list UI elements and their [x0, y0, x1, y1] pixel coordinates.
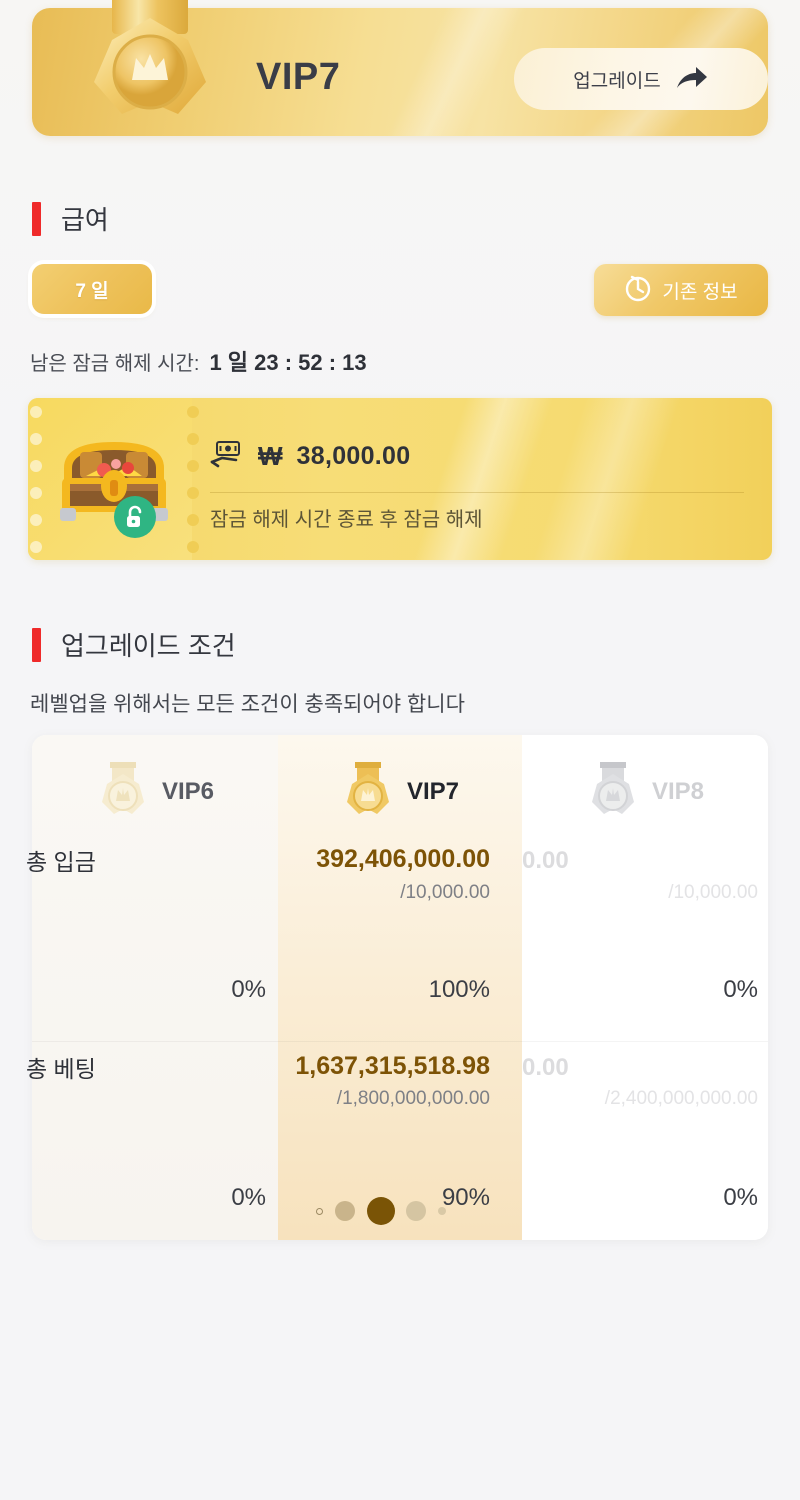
vip-header-banner: VIP7 업그레이드: [32, 0, 768, 136]
medal-silver-icon: [586, 760, 640, 825]
column-label-vip8: VIP8: [651, 778, 705, 805]
cell-percent-vip8-deposit: 0%: [723, 976, 758, 1003]
column-header-vip8: VIP8: [522, 757, 768, 827]
row-label-total-bet: 총 베팅: [26, 1056, 96, 1082]
gold-medal-icon: [60, 0, 240, 146]
unlock-countdown: 남은 잠금 해제 시간: 1 일 23 : 52 : 13: [30, 345, 367, 377]
cell-percent-vip6-bet: 0%: [231, 1184, 266, 1211]
upgrade-subtitle: 레벨업을 위해서는 모든 조건이 충족되어야 합니다: [30, 693, 465, 716]
upgrade-button[interactable]: 업그레이드: [514, 48, 768, 110]
upgrade-title-text: 업그레이드 조건: [61, 631, 236, 661]
row-label-total-deposit: 총 입금: [26, 849, 96, 875]
medal-pale-icon: [96, 760, 150, 825]
cell-percent-vip8-bet: 0%: [723, 1184, 758, 1211]
ticket-note: 잠금 해제 시간 종료 후 잠금 해제: [210, 509, 483, 531]
upgrade-conditions-table: VIP6 VIP7: [32, 735, 768, 1240]
section-accent-bar-2: [32, 627, 41, 662]
pagination-dot[interactable]: [406, 1201, 427, 1221]
pagination-dot[interactable]: [438, 1207, 446, 1215]
period-tab-7days[interactable]: 7 일: [32, 264, 152, 314]
pagination-dot-active[interactable]: [366, 1197, 395, 1225]
ticket-divider: [210, 492, 744, 493]
column-header-vip6: VIP6: [32, 757, 278, 827]
countdown-value: 1 일 23 : 52 : 13: [209, 350, 367, 375]
history-info-label: 기존 정보: [662, 281, 738, 303]
salary-section-title: 급여: [32, 200, 109, 237]
row-divider: [32, 1041, 768, 1042]
ticket-content: ₩ 38,000.00 잠금 해제 시간 종료 후 잠금 해제: [210, 398, 748, 560]
salary-ticket-card[interactable]: ₩ 38,000.00 잠금 해제 시간 종료 후 잠금 해제: [28, 398, 772, 560]
clock-icon: [624, 274, 652, 307]
countdown-label: 남은 잠금 해제 시간:: [30, 353, 200, 375]
history-info-button[interactable]: 기존 정보: [594, 264, 768, 316]
table-column-vip7[interactable]: [278, 735, 522, 1240]
ticket-amount-value: 38,000.00: [296, 442, 411, 470]
section-accent-bar: [32, 201, 41, 236]
carousel-pagination[interactable]: [316, 1197, 446, 1225]
open-lock-icon: [114, 496, 156, 538]
medal-gold-icon: [341, 760, 395, 825]
upgrade-section-title: 업그레이드 조건: [32, 626, 236, 663]
cell-value-vip8-bet: 0.00: [522, 1054, 569, 1081]
cell-value-vip7-bet: 1,637,315,518.98: [295, 1052, 490, 1080]
cell-percent-vip7-deposit: 100%: [428, 976, 490, 1003]
cell-percent-vip6-deposit: 0%: [231, 976, 266, 1003]
table-column-vip8[interactable]: [522, 735, 768, 1240]
cell-target-vip8-bet: /2,400,000,000.00: [604, 1088, 758, 1109]
column-label-vip6: VIP6: [161, 778, 215, 805]
cell-value-vip7-deposit: 392,406,000.00: [316, 845, 490, 873]
pagination-dot[interactable]: [334, 1201, 355, 1221]
column-header-vip7: VIP7: [278, 757, 522, 827]
cell-target-vip7-deposit: /10,000.00: [400, 882, 490, 903]
ticket-amount-row: ₩ 38,000.00: [210, 440, 410, 473]
cell-target-vip7-bet: /1,800,000,000.00: [336, 1088, 490, 1109]
hand-cash-icon: [210, 440, 244, 473]
period-tab-label: 7 일: [75, 280, 109, 302]
ticket-edge-notches-left: [29, 398, 43, 560]
share-arrow-icon: [675, 66, 709, 92]
upgrade-button-label: 업그레이드: [573, 70, 661, 92]
table-column-vip6[interactable]: [32, 735, 278, 1240]
page-title: VIP7: [256, 56, 341, 98]
pagination-dot[interactable]: [316, 1207, 323, 1215]
cell-value-vip8-deposit: 0.00: [522, 847, 569, 874]
currency-symbol: ₩: [258, 441, 283, 471]
column-label-vip7: VIP7: [406, 778, 460, 805]
cell-percent-vip7-bet: 90%: [441, 1184, 490, 1211]
ticket-background: ₩ 38,000.00 잠금 해제 시간 종료 후 잠금 해제: [28, 398, 772, 560]
ticket-perforation: [186, 398, 200, 560]
salary-title-text: 급여: [61, 205, 109, 235]
cell-target-vip8-deposit: /10,000.00: [668, 882, 758, 903]
